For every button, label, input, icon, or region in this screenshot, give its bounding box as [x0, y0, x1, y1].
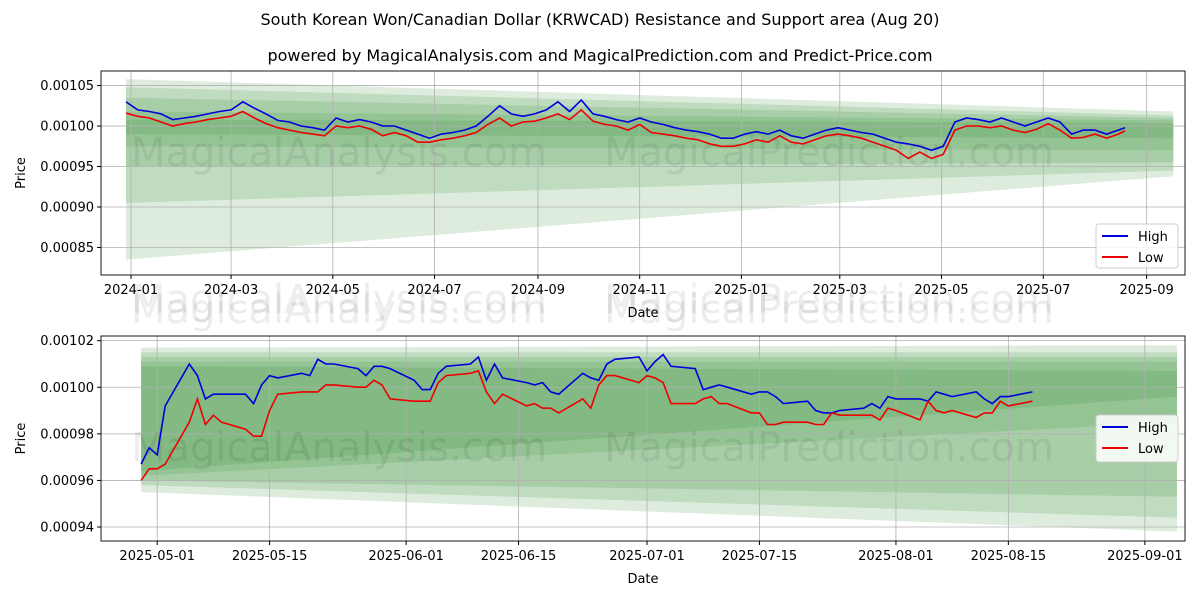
legend: High Low [1095, 223, 1179, 269]
legend-label-low: Low [1138, 442, 1164, 457]
x-tick-label: 2025-09 [1119, 283, 1173, 298]
watermark-2: MagicalPrediction.com [604, 277, 1054, 323]
band-1 [126, 79, 1174, 260]
chart-title: South Korean Won/Canadian Dollar (KRWCAD… [260, 10, 940, 29]
legend-label-low: Low [1138, 251, 1164, 266]
band-2 [126, 87, 1174, 203]
x-tick-label: 2025-06-15 [481, 549, 557, 564]
band-1 [141, 345, 1177, 532]
x-tick-label: 2025-07-15 [722, 549, 798, 564]
legend-label-high: High [1138, 230, 1168, 245]
chart-panel-2: MagicalAnalysis.com MagicalPrediction.com… [14, 287, 1186, 587]
x-tick-label: 2024-11 [613, 283, 667, 298]
y-tick-label: 0.00100 [40, 120, 94, 135]
chart-panel-1: MagicalAnalysis.com MagicalPrediction.com… [14, 70, 1186, 323]
band-4 [141, 361, 1177, 476]
x-tick-label: 2025-05 [914, 283, 968, 298]
band-3 [141, 356, 1177, 497]
y-tick-label: 0.00105 [40, 79, 94, 94]
legend-label-high: High [1138, 421, 1168, 436]
watermark-1: MagicalAnalysis.com [131, 130, 547, 176]
y-tick-label: 0.00090 [40, 201, 94, 216]
y-tick-label: 0.00098 [40, 427, 94, 442]
y-tick-label: 0.00085 [40, 241, 94, 256]
x-tick-label: 2025-05-01 [119, 549, 195, 564]
x-tick-label: 2025-08-15 [971, 549, 1047, 564]
y-axis-label: Price [14, 423, 29, 455]
x-tick-label: 2025-08-01 [858, 549, 934, 564]
x-tick-label: 2025-07 [1016, 283, 1070, 298]
x-tick-label: 2025-03 [813, 283, 867, 298]
series-line-low [140, 369, 1033, 481]
watermark-2: MagicalPrediction.com [604, 287, 1054, 333]
y-axis-label: Price [14, 157, 29, 189]
x-tick-label: 2024-01 [104, 283, 158, 298]
legend: High Low [1095, 414, 1179, 463]
plot-frame [100, 335, 1186, 542]
x-tick-label: 2025-01 [714, 283, 768, 298]
watermark-1: MagicalAnalysis.com [131, 287, 547, 333]
chart-subtitle: powered by MagicalAnalysis.com and Magic… [267, 46, 933, 65]
x-axis-label: Date [627, 572, 658, 587]
band-5 [141, 366, 1177, 472]
watermark-2: MagicalPrediction.com [604, 130, 1054, 176]
watermark-2: MagicalPrediction.com [604, 425, 1054, 471]
y-tick-label: 0.00094 [40, 521, 94, 536]
x-tick-label: 2025-07-01 [609, 549, 685, 564]
x-axis-label: Date [627, 306, 658, 321]
watermark-1: MagicalAnalysis.com [131, 425, 547, 471]
band-5 [126, 119, 1174, 139]
x-tick-label: 2025-06-01 [368, 549, 444, 564]
x-tick-label: 2025-05-15 [232, 549, 308, 564]
y-tick-label: 0.00096 [40, 474, 94, 489]
y-tick-label: 0.00100 [40, 381, 94, 396]
series-line-high [140, 353, 1033, 465]
x-tick-label: 2025-09-01 [1107, 549, 1183, 564]
x-tick-label: 2024-07 [407, 283, 461, 298]
x-tick-label: 2024-03 [204, 283, 258, 298]
series-line-low [125, 108, 1126, 160]
y-tick-label: 0.00102 [40, 334, 94, 349]
y-tick-label: 0.00095 [40, 160, 94, 175]
watermark-1: MagicalAnalysis.com [131, 277, 547, 323]
x-tick-label: 2024-05 [306, 283, 360, 298]
x-tick-label: 2024-09 [511, 283, 565, 298]
band-2 [141, 352, 1177, 518]
plot-frame [100, 70, 1186, 276]
series-line-high [125, 98, 1126, 152]
